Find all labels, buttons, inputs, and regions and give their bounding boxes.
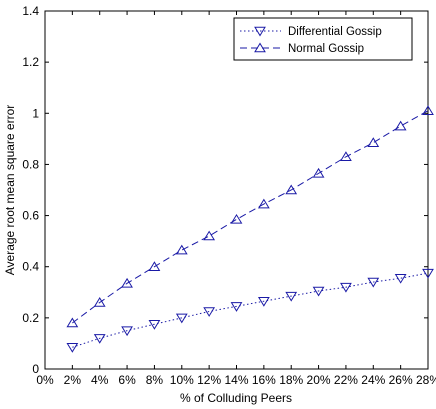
data-point-1 [257,198,270,209]
y-tick-label: 0 [32,362,39,376]
data-point-0 [175,313,188,324]
x-tick-label: 4% [91,373,109,387]
data-point-1 [340,151,352,162]
legend-marker-symbol [254,26,266,37]
legend-marker-normal-gossip [254,42,266,53]
legend-marker-differential-gossip [254,26,266,37]
x-tick-label: 16% [252,373,276,387]
x-tick-label: 0% [36,373,54,387]
legend: Differential Gossip Normal Gossip [233,17,413,61]
data-point-0 [312,286,325,297]
data-point-0 [66,343,79,353]
y-tick-label: 1.4 [22,4,39,18]
legend-label-differential-gossip: Differential Gossip [288,26,382,38]
data-point-0 [285,291,298,302]
x-tick-label: 12% [197,373,221,387]
legend-marker-symbol [254,42,266,53]
series-layer [66,105,434,353]
x-axis-label: % of Colluding Peers [180,391,292,405]
x-tick-label: 24% [361,373,385,387]
data-point-1 [93,297,106,307]
x-tick-label: 20% [307,373,331,387]
data-point-1 [394,120,407,131]
data-point-0 [203,307,216,317]
y-axis-label: Average root mean square error [3,105,17,276]
plot-area [44,10,429,370]
data-point-0 [148,320,161,330]
y-tick-label: 0.2 [22,311,39,325]
y-tick-label: 0.6 [22,209,39,223]
data-point-1 [422,105,434,115]
data-point-1 [175,244,188,255]
x-tick-label: 28% [416,373,436,387]
y-tick-label: 0.8 [22,157,39,171]
data-point-1 [66,317,79,328]
x-tick-label: 14% [224,373,248,387]
data-point-1 [121,277,133,288]
data-point-0 [93,334,106,344]
data-point-0 [230,302,243,312]
legend-box [233,17,413,61]
data-point-0 [422,268,434,279]
data-point-1 [367,137,380,147]
data-point-0 [257,296,270,307]
data-point-0 [340,282,352,293]
x-tick-label: 26% [389,373,413,387]
x-tick-label: 18% [279,373,303,387]
data-point-1 [312,167,325,178]
x-tick-label: 22% [334,373,358,387]
y-tick-label: 1 [32,106,39,120]
data-point-0 [394,273,407,284]
x-tick-label: 10% [170,373,194,387]
data-point-0 [121,326,133,337]
data-point-1 [230,213,243,224]
y-tick-label: 0.4 [22,260,39,274]
data-point-1 [148,261,161,271]
data-point-0 [367,277,380,288]
x-tick-label: 6% [118,373,136,387]
axis-ticks: 0% 2% 4% 6% 8% 10%12%14% 16%18% 20%22%24% 26%28%… [22,4,436,387]
legend-label-normal-gossip: Normal Gossip [288,43,364,55]
data-point-1 [285,184,298,195]
x-tick-label: 2% [64,373,82,387]
y-tick-label: 1.2 [22,55,39,69]
data-point-1 [203,230,216,241]
x-tick-label: 8% [146,373,164,387]
